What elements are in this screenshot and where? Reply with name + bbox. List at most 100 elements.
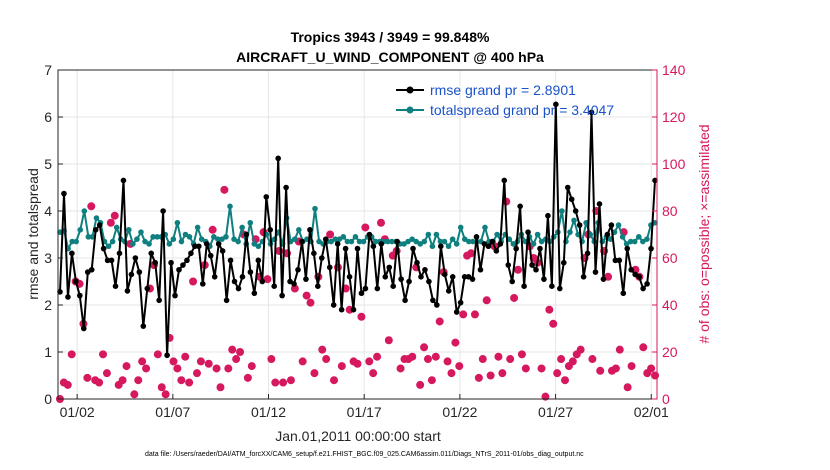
- obs-possible-point: [169, 357, 178, 366]
- obs-possible-point: [553, 369, 562, 378]
- rmse-point: [318, 255, 325, 261]
- rmse-point: [259, 278, 266, 285]
- rmse-point: [152, 259, 158, 266]
- rmse-point: [80, 325, 87, 332]
- rmse-point: [188, 250, 194, 257]
- rmse-point: [652, 177, 658, 184]
- x-axis-ticks: 01/02 01/07 01/12 01/17 01/22 01/27 02/01: [60, 394, 669, 420]
- rmse-point: [247, 269, 254, 275]
- obs-possible-point: [517, 350, 526, 359]
- obs-possible-point: [102, 369, 111, 378]
- obs-possible-point: [431, 352, 440, 361]
- rmse-point: [414, 259, 420, 266]
- y-left-tick-label: 2: [44, 297, 52, 313]
- rmse-point: [568, 196, 575, 203]
- obs-possible-point: [298, 357, 307, 366]
- totalspread-point: [130, 241, 136, 247]
- obs-possible-point: [236, 348, 245, 356]
- rmse-point: [140, 323, 147, 329]
- rmse-point: [628, 266, 635, 273]
- totalspread-point: [461, 236, 468, 242]
- rmse-point: [251, 290, 258, 297]
- obs-possible-point: [647, 364, 656, 373]
- obs-possible-point: [494, 352, 503, 361]
- y-right-tick-label: 0: [662, 391, 670, 407]
- rmse-point: [136, 269, 143, 275]
- totalspread-point: [417, 241, 424, 247]
- obs-possible-point: [185, 378, 194, 387]
- rmse-point: [426, 278, 432, 285]
- obs-possible-point: [232, 355, 241, 364]
- obs-possible-point: [545, 305, 554, 314]
- rmse-point: [501, 177, 508, 184]
- legend-totalspread-label: totalspread grand pr = 3.4047: [430, 102, 614, 118]
- rmse-point: [572, 208, 579, 214]
- rmse-point: [362, 285, 369, 292]
- totalspread-point: [211, 234, 217, 240]
- obs-possible-point: [330, 376, 339, 385]
- rmse-point: [636, 274, 642, 280]
- totalspread-point: [356, 238, 363, 245]
- rmse-point: [386, 264, 393, 271]
- obs-possible-point: [357, 312, 366, 321]
- obs-possible-point: [506, 355, 515, 364]
- x-tick-label: 01/07: [155, 404, 190, 420]
- plot-area: [58, 70, 657, 399]
- totalspread-point: [567, 229, 573, 235]
- rmse-point: [509, 278, 516, 285]
- totalspread-point: [510, 241, 517, 247]
- footnote-data-file: data file: /Users/raeder/DAI/ATM_forcXX/…: [145, 451, 584, 458]
- rmse-point: [180, 262, 186, 268]
- totalspread-point: [142, 238, 148, 245]
- obs-possible-point: [83, 373, 92, 382]
- obs-possible-point: [173, 364, 182, 373]
- obs-possible-point: [353, 359, 362, 368]
- rmse-point: [267, 227, 274, 233]
- obs-possible-point: [302, 291, 311, 300]
- obs-possible-point: [263, 275, 272, 284]
- rmse-point: [430, 297, 436, 304]
- rmse-point: [243, 231, 250, 238]
- rmse-point: [196, 243, 202, 250]
- totalspread-point: [255, 243, 262, 250]
- rmse-point: [199, 281, 206, 287]
- totalspread-point: [215, 236, 221, 242]
- x-axis-label: Jan.01,2011 00:00:00 start: [275, 428, 441, 444]
- totalspread-point: [150, 234, 156, 240]
- obs-possible-point: [337, 362, 346, 371]
- obs-possible-point: [423, 355, 432, 364]
- rmse-point: [513, 245, 519, 252]
- rmse-point: [457, 299, 464, 306]
- legend-rmse-label: rmse grand pr = 2.8901: [430, 82, 576, 98]
- y-right-tick-label: 40: [662, 297, 678, 313]
- rmse-point: [398, 276, 404, 282]
- rmse-point: [350, 306, 357, 313]
- obs-possible-point: [396, 364, 405, 373]
- rmse-point: [235, 285, 242, 292]
- obs-possible-point: [435, 317, 444, 326]
- totalspread-point: [138, 229, 144, 235]
- obs-possible-point: [110, 211, 119, 220]
- rmse-point: [104, 257, 111, 264]
- rmse-point: [160, 208, 166, 214]
- totalspread-point: [429, 243, 436, 250]
- rmse-point: [334, 241, 341, 247]
- obs-possible-point: [514, 265, 523, 274]
- rmse-point: [600, 276, 607, 282]
- obs-possible-point: [138, 357, 147, 366]
- totalspread-point: [449, 236, 456, 242]
- rmse-point: [223, 297, 230, 304]
- y-right-tick-label: 20: [662, 344, 678, 360]
- totalspread-point: [223, 234, 229, 240]
- totalspread-point: [401, 241, 407, 247]
- obs-possible-point: [560, 376, 569, 385]
- totalspread-point: [93, 215, 100, 221]
- obs-possible-point: [279, 378, 288, 387]
- rmse-point: [612, 257, 619, 264]
- obs-possible-point: [224, 364, 233, 373]
- obs-possible-point: [267, 355, 276, 364]
- totalspread-point: [89, 234, 96, 240]
- rmse-point: [648, 245, 654, 252]
- totalspread-point: [385, 238, 391, 245]
